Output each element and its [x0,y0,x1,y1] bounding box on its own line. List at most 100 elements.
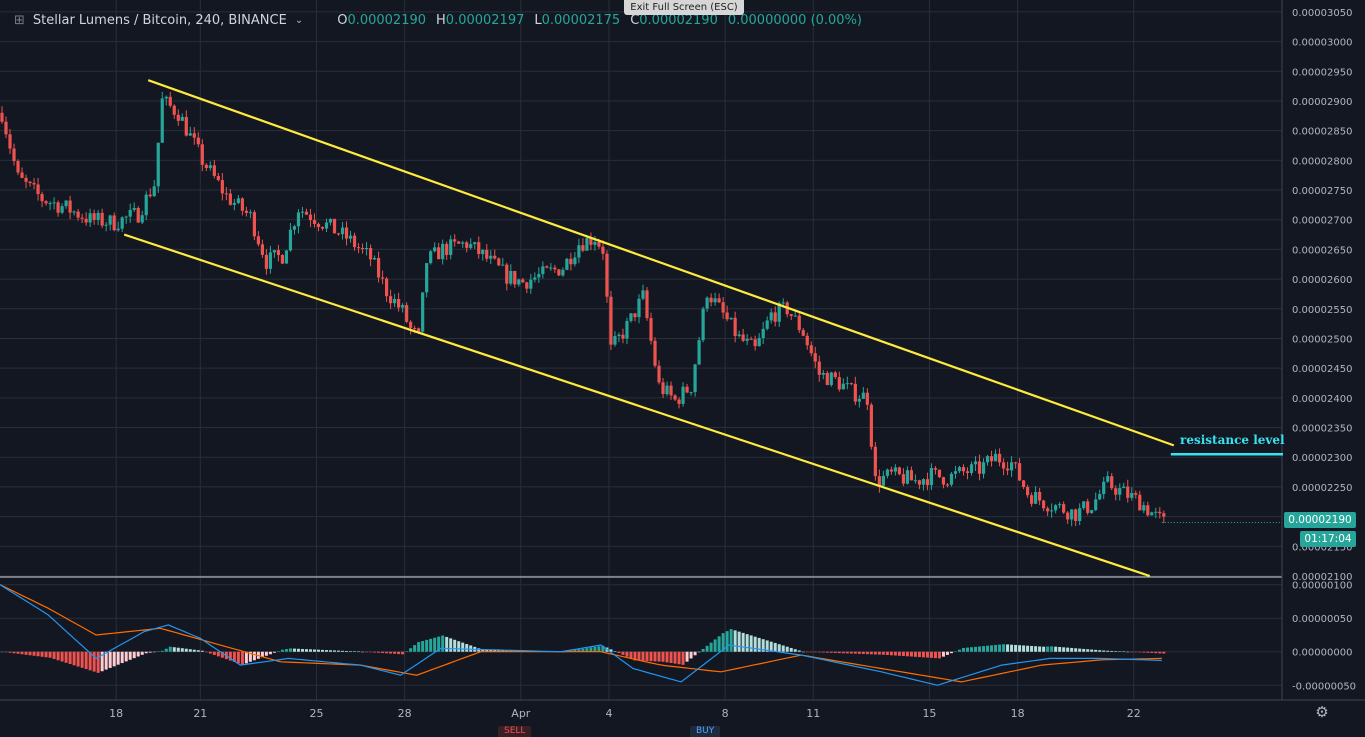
y-tick-label: 0.00002850 [1292,127,1352,138]
macd-histogram-bar [945,651,949,655]
candle-body [240,198,244,211]
candle-body [745,338,749,341]
candle-body [308,214,313,221]
candle-body [777,303,781,322]
macd-histogram-bar [617,651,621,654]
candle-body [573,257,577,265]
macd-histogram-bar [793,649,797,652]
macd-histogram-bar [809,651,813,653]
candle-body [737,334,741,336]
candle-body [833,372,837,378]
macd-histogram-bar [96,651,100,673]
macd-histogram-bar [248,651,252,662]
add-symbol-icon[interactable]: ⊞ [14,12,25,28]
macd-histogram-bar [597,646,601,652]
candle-body [84,218,88,223]
candle-body [1098,494,1102,500]
macd-histogram-bar [813,651,817,653]
macd-histogram-bar [857,651,861,654]
candle-body [364,247,369,249]
macd-histogram-bar [381,651,385,654]
candle-body [477,242,481,255]
macd-histogram-bar [665,651,669,663]
macd-histogram-bar [32,651,36,656]
candle-body [757,338,761,347]
candle-body [425,263,429,293]
candle-body [505,264,509,284]
y-tick-label: 0.00002900 [1292,97,1352,108]
macd-histogram-bar [465,644,469,652]
candle-body [284,250,289,264]
macd-histogram-bar [8,651,12,653]
candle-body [661,382,665,395]
candle-body [441,243,445,260]
macd-histogram-bar [425,639,429,652]
gear-icon[interactable]: ⚙ [1315,703,1329,721]
macd-histogram-bar [1078,648,1082,652]
candle-body [208,165,212,169]
macd-signal-line [0,584,1162,683]
macd-histogram-bar [168,646,172,652]
candle-body [669,385,673,396]
candle-body [829,372,833,386]
macd-histogram-bar [345,650,349,652]
candle-body [713,298,717,303]
candle-body [653,340,657,366]
candle-body [453,239,457,242]
candle-body [949,473,954,485]
symbol-title[interactable]: Stellar Lumens / Bitcoin, 240, BINANCE [32,12,287,28]
macd-histogram-bar [1066,647,1070,652]
candle-body [657,365,661,383]
buy-button[interactable]: BUY [690,726,721,737]
macd-histogram-bar [797,650,801,652]
candle-body [1158,511,1162,514]
macd-histogram-bar [268,651,272,655]
macd-histogram-bar [1062,647,1066,652]
macd-histogram-bar [901,651,905,657]
candle-body [781,302,785,304]
close-label: C [630,12,640,28]
macd-histogram-bar [853,651,857,654]
chevron-down-icon[interactable]: ⌄ [294,14,304,26]
macd-histogram-bar [120,651,124,664]
macd-histogram-bar [633,651,637,661]
macd-histogram-bar [1134,651,1138,653]
exit-fullscreen-button[interactable]: Exit Full Screen (ESC) [624,0,744,15]
macd-histogram-bar [937,651,941,659]
macd-histogram-bar [417,642,421,652]
y-tick-label: 0.00002150 [1292,542,1352,553]
candle-body [344,227,349,239]
candle-body [761,328,765,339]
macd-histogram-bar [196,650,200,652]
candle-body [873,446,877,477]
macd-histogram-bar [116,651,120,665]
candle-body [120,217,124,229]
candle-body [809,345,813,354]
sell-button[interactable]: SELL [498,726,532,737]
macd-histogram-bar [585,648,589,652]
x-tick-label: 4 [605,707,612,720]
candle-body [597,241,601,247]
macd-histogram-bar [80,651,84,668]
candle-body [773,312,777,322]
macd-histogram-bar [216,651,220,657]
candle-body [397,298,401,308]
macd-histogram-bar [994,644,998,652]
y-tick-label: 0.00003050 [1292,8,1352,19]
change-value: 0.00000000 (0.00%) [727,12,863,28]
candle-body [1162,513,1166,517]
macd-histogram-bar [741,632,745,652]
macd-histogram-bar [449,638,453,652]
candle-body [557,269,561,276]
open-value: 0.00002190 [347,12,427,28]
candle-body [316,223,321,227]
macd-histogram-bar [1070,647,1074,652]
macd-histogram-bar [773,642,777,652]
macd-histogram-bar [986,645,990,652]
macd-histogram-bar [1010,644,1014,652]
candle-body [1030,495,1034,504]
candle-body [537,274,541,278]
candle-body [413,327,417,329]
macd-histogram-bar [817,651,821,653]
